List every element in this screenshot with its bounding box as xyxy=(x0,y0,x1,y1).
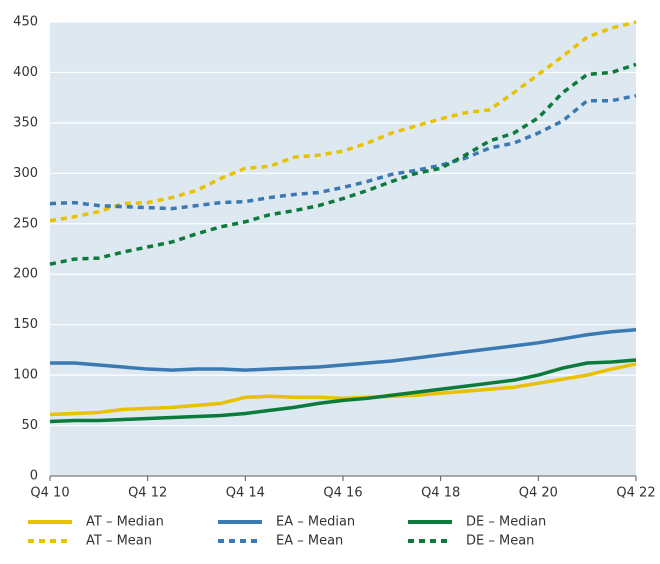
x-tick-label: Q4 12 xyxy=(128,486,167,501)
x-tick-label: Q4 16 xyxy=(323,486,362,501)
legend-label: EA – Mean xyxy=(276,534,343,549)
series-line xyxy=(49,20,637,223)
x-tick-label: Q4 18 xyxy=(421,486,460,501)
y-tick-label: 300 xyxy=(13,166,38,181)
series-line xyxy=(50,327,637,372)
x-tick-label: Q4 14 xyxy=(226,486,265,501)
x-tick-label: Q4 20 xyxy=(519,486,558,501)
y-tick-label: 350 xyxy=(13,115,38,130)
legend-label: AT – Mean xyxy=(86,534,152,549)
y-tick-label: 250 xyxy=(13,216,38,231)
series-line xyxy=(49,362,637,417)
legend-label: DE – Mean xyxy=(466,534,534,549)
legend-label: AT – Median xyxy=(86,515,164,530)
legend-label: DE – Median xyxy=(466,515,546,530)
y-tick-label: 100 xyxy=(13,368,38,383)
y-tick-label: 200 xyxy=(13,267,38,282)
y-tick-label: 150 xyxy=(13,317,38,332)
legend-label: EA – Median xyxy=(276,515,355,530)
series-line xyxy=(49,62,637,266)
series-line xyxy=(49,358,637,424)
y-tick-label: 400 xyxy=(13,65,38,80)
y-tick-label: 50 xyxy=(21,418,38,433)
y-tick-label: 0 xyxy=(30,469,38,484)
x-tick-label: Q4 10 xyxy=(30,486,69,501)
series-line xyxy=(49,93,637,211)
x-tick-label: Q4 22 xyxy=(616,486,655,501)
y-tick-label: 450 xyxy=(13,15,38,30)
